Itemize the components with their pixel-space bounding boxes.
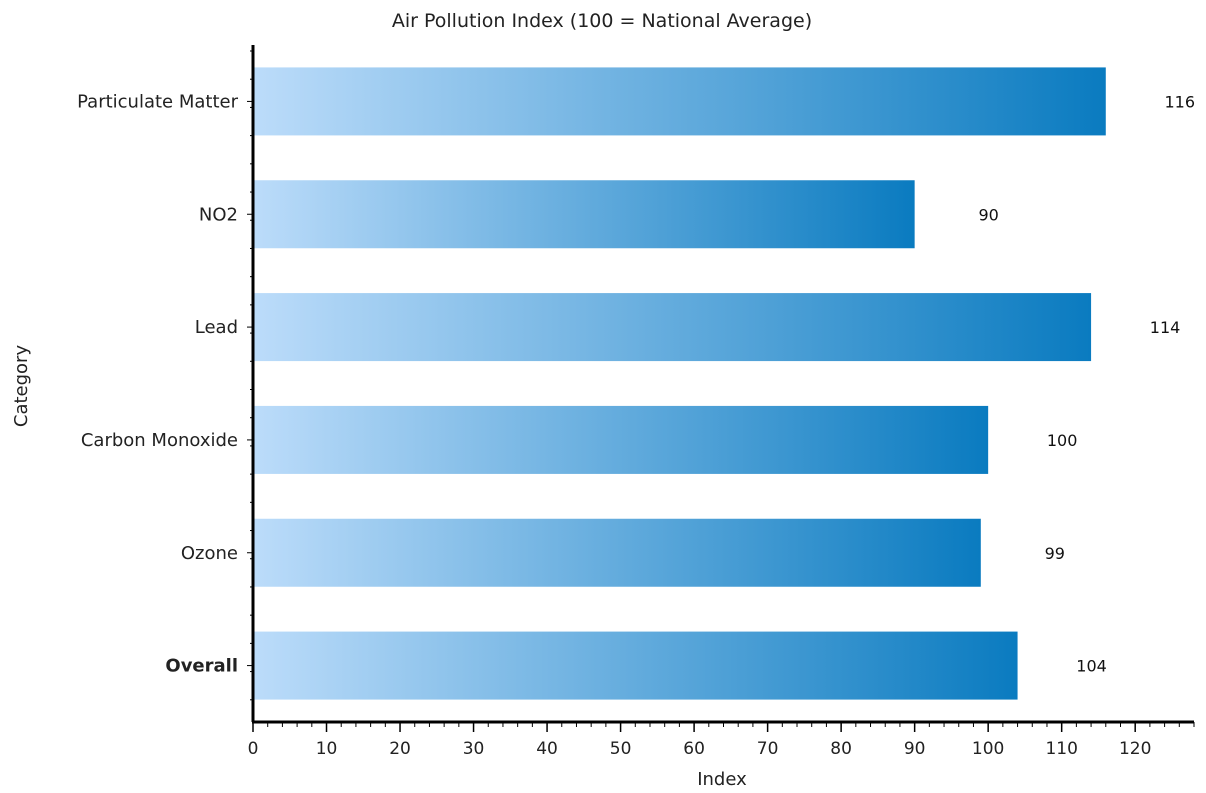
category-label-lead: Lead: [195, 317, 238, 338]
category-label-no2: NO2: [199, 204, 238, 225]
category-label-overall: Overall: [165, 656, 238, 677]
data-label-lead: 114: [1150, 318, 1181, 337]
x-tick-label: 20: [389, 739, 411, 759]
data-label-overall: 104: [1076, 657, 1107, 676]
bar-no2: [253, 180, 915, 249]
x-ticks: 0 10 20 30 40 50 60 70 80 90 100 110 120: [248, 722, 1195, 759]
bar-ozone: [253, 518, 981, 587]
bar-particulate-matter: [253, 67, 1106, 136]
axes: [247, 45, 1194, 724]
x-tick-label: 110: [1045, 739, 1077, 759]
category-label-carbon-monoxide: Carbon Monoxide: [81, 430, 238, 451]
x-tick-label: 70: [757, 739, 779, 759]
x-tick-label: 10: [316, 739, 338, 759]
data-labels: 116 90 114 100 99 104: [978, 92, 1195, 675]
bar-carbon-monoxide: [253, 405, 989, 474]
x-tick-label: 120: [1119, 739, 1151, 759]
x-tick-label: 100: [972, 739, 1004, 759]
x-tick-label: 40: [536, 739, 558, 759]
category-label-ozone: Ozone: [181, 543, 238, 564]
chart-title: Air Pollution Index (100 = National Aver…: [392, 10, 812, 32]
x-tick-label: 50: [610, 739, 632, 759]
bars-group: [253, 67, 1106, 700]
y-axis-title: Category: [11, 345, 32, 428]
data-label-no2: 90: [978, 205, 998, 224]
bar-lead: [253, 293, 1092, 362]
category-label-particulate-matter: Particulate Matter: [77, 91, 238, 112]
x-tick-label: 80: [830, 739, 852, 759]
x-axis-title: Index: [697, 769, 747, 790]
data-label-carbon-monoxide: 100: [1047, 431, 1078, 450]
x-tick-label: 90: [904, 739, 926, 759]
bar-overall: [253, 631, 1018, 700]
data-label-ozone: 99: [1045, 544, 1065, 563]
x-tick-label: 30: [463, 739, 485, 759]
x-tick-label: 60: [683, 739, 705, 759]
data-label-particulate-matter: 116: [1165, 92, 1196, 111]
x-tick-label: 0: [248, 739, 259, 759]
category-labels: Particulate Matter NO2 Lead Carbon Monoxide…: [77, 91, 238, 676]
